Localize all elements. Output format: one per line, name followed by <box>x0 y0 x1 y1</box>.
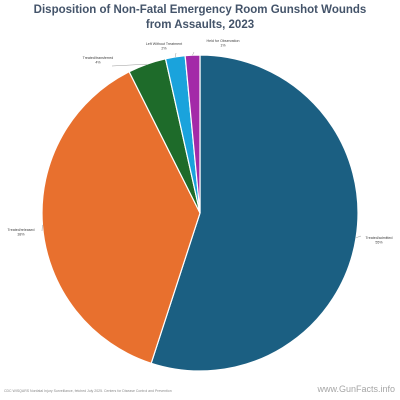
source-note: CDC WISQARS Nonfatal Injury Surveillance… <box>4 389 172 393</box>
data-label: Left Without Treatment 2% <box>146 42 182 51</box>
data-label: Held for Observation 1% <box>207 39 240 48</box>
data-label: Treated/admitted 55% <box>365 236 392 245</box>
chart-title: Disposition of Non-Fatal Emergency Room … <box>33 4 367 31</box>
data-label: Treated/transferred 4% <box>83 56 114 65</box>
leader-line <box>355 235 362 238</box>
leader-line <box>192 51 195 56</box>
leader-line <box>175 52 177 57</box>
leader-line <box>111 63 147 67</box>
brand-watermark: www.GunFacts.info <box>317 384 395 394</box>
data-label: Treated/released 38% <box>7 228 34 237</box>
pie-slice-treated-admitted <box>150 54 359 372</box>
